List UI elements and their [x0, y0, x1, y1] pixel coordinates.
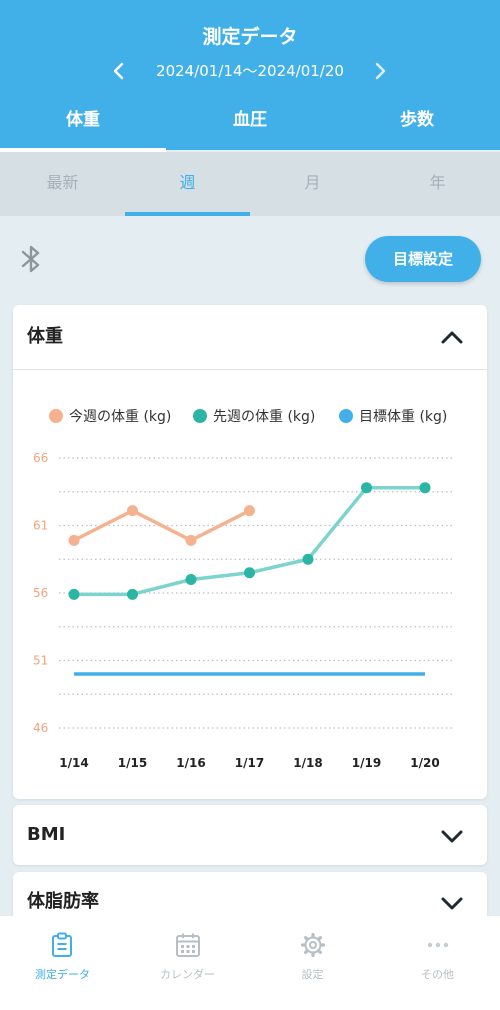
weight-card-title: 体重: [27, 326, 63, 347]
legend-this-week-label: 今週の体重 (kg): [69, 409, 172, 425]
legend-goal: 目標体重 (kg): [339, 405, 447, 429]
x-tick-label: 1/19: [352, 756, 381, 770]
nav-more-label: その他: [421, 968, 454, 981]
measurement-tabs: 体重 血圧 歩数: [0, 100, 500, 152]
legend-goal-swatch: [339, 409, 353, 423]
gear-icon: [300, 932, 326, 958]
tab-steps[interactable]: 歩数: [400, 110, 434, 130]
date-range: 2024/01/14〜2024/01/20: [156, 62, 344, 80]
calendar-icon: [176, 933, 200, 957]
data-point-last-week: [302, 553, 314, 565]
x-tick-label: 1/20: [410, 756, 439, 770]
data-point-this-week: [244, 505, 255, 517]
y-tick-label: 46: [33, 721, 48, 735]
legend-last-week-swatch: [193, 409, 207, 423]
card-divider: [13, 369, 487, 370]
body-fat-card-title: 体脂肪率: [27, 891, 99, 912]
tab-blood-pressure[interactable]: 血圧: [233, 110, 267, 130]
chart-legend: 今週の体重 (kg) 先週の体重 (kg) 目標体重 (kg): [13, 405, 487, 429]
y-tick-label: 51: [33, 654, 48, 668]
y-tick-label: 66: [33, 451, 48, 465]
nav-settings[interactable]: 設定: [250, 916, 375, 1010]
series-line-this-week: [73, 508, 251, 543]
more-dots-icon: [427, 942, 449, 948]
data-point-last-week: [127, 588, 138, 600]
tab-latest[interactable]: 最新: [46, 173, 79, 192]
tab-weight[interactable]: 体重: [0, 100, 166, 152]
goal-setting-button[interactable]: 目標設定: [365, 236, 481, 282]
nav-measurement-data[interactable]: 測定データ: [0, 916, 125, 1010]
x-tick-label: 1/16: [176, 756, 205, 770]
bmi-card[interactable]: BMI: [13, 805, 487, 865]
weight-card-header[interactable]: 体重: [13, 305, 487, 369]
series-line-last-week: [74, 485, 425, 597]
data-point-this-week: [68, 534, 80, 546]
legend-last-week-label: 先週の体重 (kg): [213, 409, 316, 425]
nav-more[interactable]: その他: [375, 916, 500, 1010]
data-point-last-week: [419, 482, 431, 494]
prev-week-chevron-icon[interactable]: [104, 56, 134, 86]
bluetooth-icon[interactable]: [18, 242, 44, 276]
tab-year[interactable]: 年: [429, 173, 446, 192]
data-point-last-week: [68, 588, 80, 600]
y-tick-label: 61: [33, 519, 48, 533]
legend-goal-label: 目標体重 (kg): [359, 409, 448, 425]
chevron-down-icon[interactable]: [439, 890, 465, 916]
tab-month[interactable]: 月: [304, 173, 321, 192]
bmi-card-title: BMI: [27, 824, 66, 845]
data-point-last-week: [244, 567, 255, 579]
app-header: 測定データ 2024/01/14〜2024/01/20 体重 血圧 歩数: [0, 0, 500, 152]
data-point-this-week: [127, 505, 138, 517]
bottom-navigation: 測定データ カレンダー 設定 その他: [0, 916, 500, 1010]
weight-card: 体重 今週の体重 (kg) 先週の体重 (kg) 目標体重 (kg) 66 61 5…: [13, 305, 487, 799]
weight-chart: 66 61 56 51 46 1/14 1/15 1/16 1/17 1/18 1/19 1/20: [33, 451, 454, 770]
nav-measurement-data-label: 測定データ: [35, 968, 90, 981]
nav-calendar-label: カレンダー: [160, 968, 215, 981]
nav-calendar[interactable]: カレンダー: [125, 916, 250, 1010]
x-tick-label: 1/15: [118, 756, 147, 770]
data-point-last-week: [185, 574, 197, 585]
chevron-down-icon[interactable]: [439, 823, 465, 849]
x-tick-label: 1/18: [293, 756, 322, 770]
tab-week[interactable]: 週: [125, 152, 250, 216]
nav-settings-label: 設定: [301, 968, 324, 981]
legend-last-week: 先週の体重 (kg): [193, 405, 315, 429]
clipboard-icon: [52, 932, 72, 957]
x-tick-label: 1/14: [59, 756, 88, 770]
next-week-chevron-icon[interactable]: [365, 56, 395, 86]
data-point-last-week: [361, 482, 372, 494]
chevron-up-icon[interactable]: [439, 325, 465, 351]
data-point-this-week: [185, 534, 197, 546]
y-tick-label: 56: [33, 586, 48, 600]
legend-this-week-swatch: [49, 409, 63, 423]
period-tabs: 最新 週 月 年: [0, 152, 500, 216]
x-tick-label: 1/17: [235, 756, 264, 770]
legend-this-week: 今週の体重 (kg): [49, 405, 171, 429]
page-title: 測定データ: [202, 26, 298, 48]
